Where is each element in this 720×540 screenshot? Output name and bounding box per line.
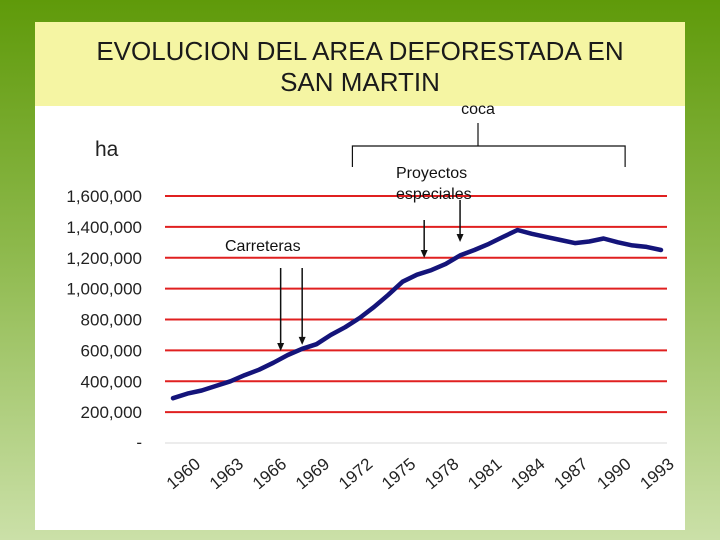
x-tick-label: 1993 [637,454,678,493]
title-line-2: SAN MARTIN [280,67,440,97]
annotation-carreteras-label: Carreteras [225,238,301,255]
grid-lines [165,195,667,444]
series-group [170,227,664,401]
y-tick-label: 200,000 [81,403,142,422]
series-line [170,227,664,401]
x-axis-ticks: 1960 1963 1966 1969 1972 1975 1978 1981 1984 1987… [163,454,678,493]
y-tick-label: 1,000,000 [66,280,142,299]
x-tick-label: 1960 [163,454,204,493]
annotation-proyectos-label: Proyectos [396,165,467,182]
x-tick-label: 1987 [550,454,591,493]
y-tick-label: 1,600,000 [66,187,142,206]
annotation-arrowhead [420,250,428,258]
x-tick-label: 1966 [249,454,290,493]
x-tick-label: 1981 [464,454,505,493]
slide-title: EVOLUCION DEL AREA DEFORESTADA EN SAN MA… [35,36,685,98]
x-tick-label: 1963 [206,454,247,493]
y-tick-label: - [136,433,142,452]
y-tick-label: 800,000 [81,311,142,330]
y-tick-label: 1,200,000 [66,249,142,268]
x-tick-label: 1984 [507,454,548,493]
annotation-arrowhead [298,336,306,345]
title-line-1: EVOLUCION DEL AREA DEFORESTADA EN [96,36,624,66]
x-tick-label: 1972 [335,454,376,493]
annotation-arrowhead [277,343,285,352]
y-tick-label: 600,000 [81,341,142,360]
y-tick-label: 400,000 [81,372,142,391]
annotations: Carreteras Proyectos especiales coca [225,101,626,352]
x-tick-label: 1978 [421,454,462,493]
annotation-especiales-label: especiales [396,186,472,203]
x-tick-label: 1969 [292,454,333,493]
coca-bracket [351,145,626,167]
x-tick-label: 1975 [378,454,419,493]
x-tick-label: 1990 [593,454,634,493]
title-banner: EVOLUCION DEL AREA DEFORESTADA EN SAN MA… [35,22,685,106]
annotation-coca-label: coca [461,101,495,118]
y-axis-label: ha [95,138,119,161]
annotation-arrowhead [456,234,464,242]
y-tick-label: 1,400,000 [66,218,142,237]
y-axis-ticks: - 200,000 400,000 600,000 800,000 1,000,000 1,… [66,187,142,452]
